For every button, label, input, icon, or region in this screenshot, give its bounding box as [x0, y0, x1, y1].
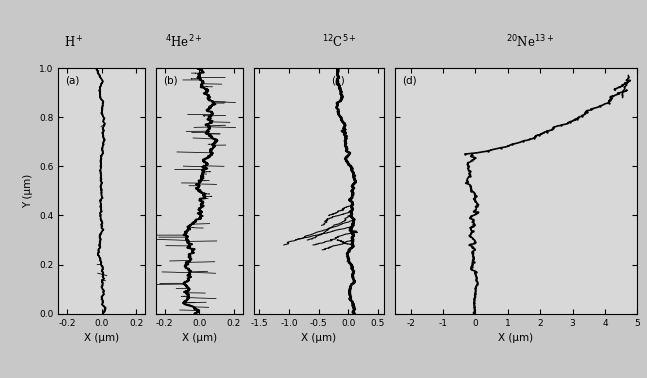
X-axis label: X (μm): X (μm)	[182, 333, 217, 343]
Text: (d): (d)	[402, 76, 417, 85]
X-axis label: X (μm): X (μm)	[498, 333, 534, 343]
X-axis label: X (μm): X (μm)	[84, 333, 119, 343]
Text: $^{12}$C$^{5+}$: $^{12}$C$^{5+}$	[322, 34, 357, 50]
Text: (a): (a)	[65, 76, 80, 85]
X-axis label: X (μm): X (μm)	[301, 333, 336, 343]
Text: $^{20}$Ne$^{13+}$: $^{20}$Ne$^{13+}$	[507, 34, 554, 50]
Text: $^4$He$^{2+}$: $^4$He$^{2+}$	[166, 34, 203, 50]
Y-axis label: Y (μm): Y (μm)	[23, 174, 34, 208]
Text: (c): (c)	[331, 76, 345, 85]
Text: (b): (b)	[163, 76, 177, 85]
Text: H$^+$: H$^+$	[65, 35, 84, 50]
